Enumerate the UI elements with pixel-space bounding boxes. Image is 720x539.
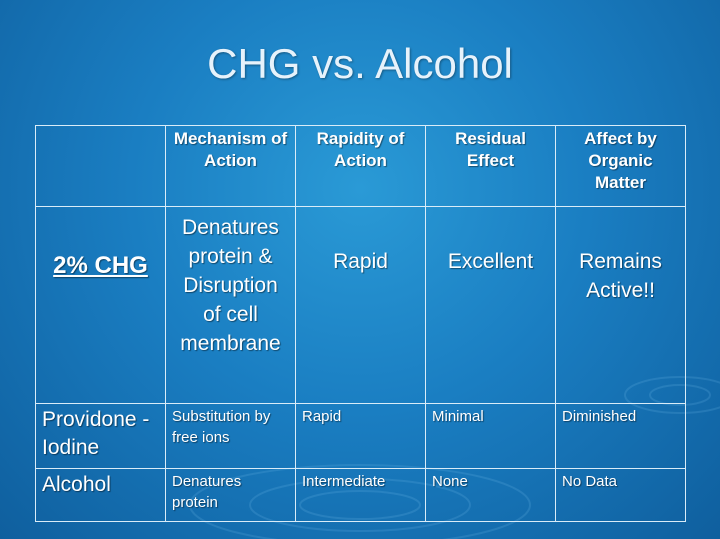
header-cell-residual: Residual Effect — [425, 125, 556, 207]
table-cell: Minimal — [425, 403, 556, 469]
header-cell-rapidity: Rapidity of Action — [295, 125, 426, 207]
row-label-iodine: Providone -Iodine — [35, 403, 166, 469]
table-row: Providone -Iodine Substitution by free i… — [35, 403, 686, 469]
table-cell: Denatures protein — [165, 468, 296, 522]
header-cell-organic-matter: Affect by Organic Matter — [555, 125, 686, 207]
table-cell: Intermediate — [295, 468, 426, 522]
table-cell: Denatures protein & Disruption of cell m… — [165, 206, 296, 404]
slide-title: CHG vs. Alcohol — [207, 40, 513, 87]
table-header-row: Mechanism of Action Rapidity of Action R… — [35, 125, 686, 207]
comparison-table: Mechanism of Action Rapidity of Action R… — [35, 125, 686, 522]
table-cell: None — [425, 468, 556, 522]
table-cell: Excellent — [425, 206, 556, 404]
table-cell: Diminished — [555, 403, 686, 469]
table-cell: Rapid — [295, 403, 426, 469]
row-label-chg: 2% CHG — [35, 206, 166, 404]
header-cell-empty — [35, 125, 166, 207]
table-row: 2% CHG Denatures protein & Disruption of… — [35, 206, 686, 404]
table-row: Alcohol Denatures protein Intermediate N… — [35, 468, 686, 522]
table-cell: Rapid — [295, 206, 426, 404]
table-cell: Substitution by free ions — [165, 403, 296, 469]
table-cell: No Data — [555, 468, 686, 522]
row-label-alcohol: Alcohol — [35, 468, 166, 522]
header-cell-mechanism: Mechanism of Action — [165, 125, 296, 207]
table-cell: Remains Active!! — [555, 206, 686, 404]
